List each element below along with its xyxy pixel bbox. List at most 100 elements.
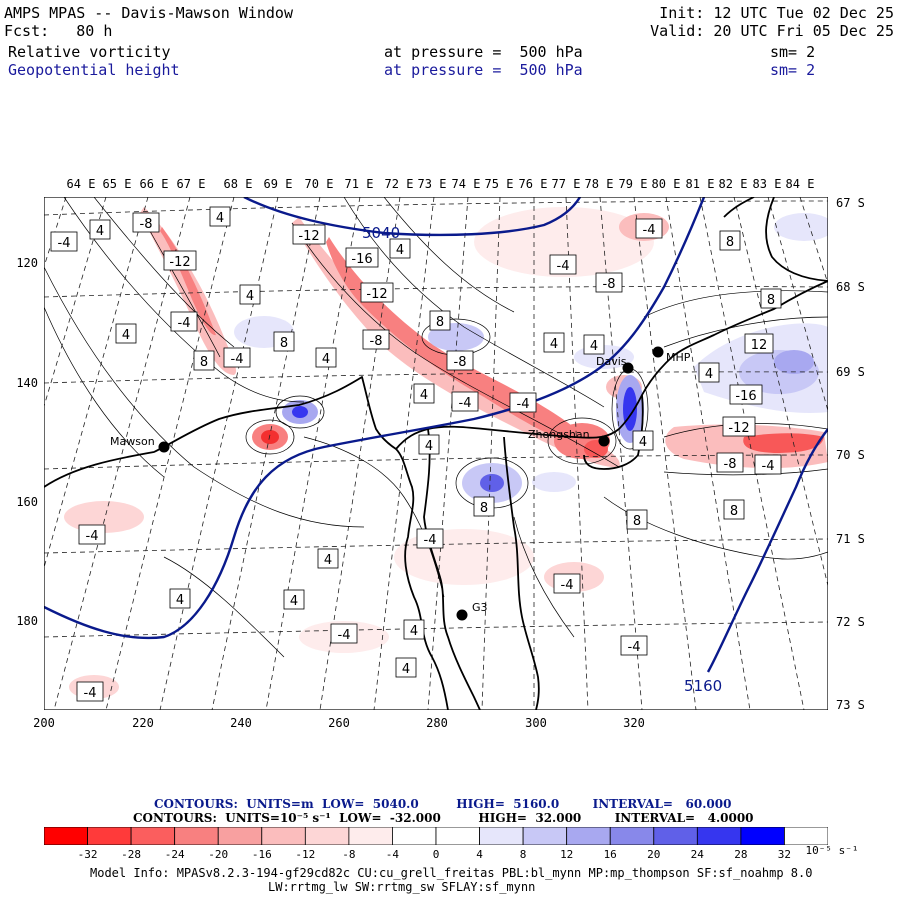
- vort-label: 4: [403, 619, 425, 640]
- svg-text:-4: -4: [84, 686, 97, 701]
- vorticity-contours: [44, 197, 828, 658]
- lon-label: 78 E: [584, 177, 614, 191]
- lon-label: 79 E: [618, 177, 648, 191]
- vort-label: -16: [345, 247, 379, 268]
- svg-text:4: 4: [420, 388, 428, 403]
- lat-label: 68 S: [836, 280, 865, 294]
- svg-text:4: 4: [246, 289, 254, 304]
- pos-vorticity-cell: [532, 472, 576, 492]
- svg-text:-4: -4: [643, 223, 656, 238]
- colorbar-swatch: [217, 827, 263, 845]
- svg-text:-4: -4: [58, 236, 71, 251]
- field2-name: Geopotential height: [8, 61, 180, 79]
- vort-label: 12: [744, 333, 774, 354]
- svg-text:4: 4: [290, 594, 298, 609]
- colorbar-swatch: [784, 827, 828, 845]
- station-mawson: Mawson: [110, 435, 170, 453]
- vort-label: 4: [317, 548, 339, 569]
- lon-label: 76 E: [518, 177, 548, 191]
- svg-text:4: 4: [322, 352, 330, 367]
- svg-text:4: 4: [590, 339, 598, 354]
- colorbar-tick-label: -4: [385, 848, 400, 861]
- vort-label: 4: [283, 589, 305, 610]
- svg-text:4: 4: [324, 553, 332, 568]
- svg-text:8: 8: [633, 514, 641, 529]
- svg-text:4: 4: [410, 624, 418, 639]
- grid-y-label: 140: [16, 376, 38, 390]
- pos-vorticity-cell: [774, 213, 828, 241]
- model-info-line1: Model Info: MPASv8.2.3-194-gf29cd82c CU:…: [90, 866, 813, 880]
- lon-label: 68 E: [223, 177, 253, 191]
- svg-text:-4: -4: [338, 628, 351, 643]
- colorbar-tick-label: 16: [603, 848, 617, 861]
- svg-text:4: 4: [216, 211, 224, 226]
- lat-label: 69 S: [836, 365, 865, 379]
- vort-label: -8: [716, 452, 744, 473]
- height-contour-info: CONTOURS: UNITS=m LOW= 5040.0 HIGH= 5160…: [154, 797, 732, 811]
- grid-y-label: 180: [16, 614, 38, 628]
- vort-label: -4: [509, 392, 537, 413]
- pos-vorticity-cell: [480, 474, 504, 492]
- lat-label: 71 S: [836, 532, 865, 546]
- lat-label: 73 S: [836, 698, 865, 712]
- grid-y-label: 160: [16, 495, 38, 509]
- lon-label: 66 E: [139, 177, 169, 191]
- vort-label: 8: [719, 230, 741, 251]
- colorbar-tick-label: -8: [342, 848, 356, 861]
- vort-label: 8: [429, 310, 451, 331]
- vort-label: -4: [635, 218, 663, 239]
- lat-label: 72 S: [836, 615, 865, 629]
- svg-text:8: 8: [480, 501, 488, 516]
- vort-label: -4: [754, 454, 782, 475]
- lon-label: 73 E: [417, 177, 447, 191]
- vort-label: -4: [451, 391, 479, 412]
- vort-label: 4: [543, 332, 565, 353]
- colorbar-tick-label: -32: [77, 848, 98, 861]
- colorbar-swatch: [130, 827, 176, 845]
- svg-text:4: 4: [402, 662, 410, 677]
- svg-text:Mawson: Mawson: [110, 435, 155, 448]
- svg-text:G3: G3: [472, 601, 488, 614]
- grid-x-label: 260: [328, 716, 350, 730]
- lon-label: 74 E: [451, 177, 481, 191]
- vort-label: 4: [89, 219, 111, 240]
- grid-x-label: 220: [132, 716, 154, 730]
- colorbar-swatch: [522, 827, 568, 845]
- colorbar-tick-label: 28: [734, 848, 748, 861]
- svg-text:-4: -4: [628, 640, 641, 655]
- vort-label: -4: [78, 524, 106, 545]
- vort-label: 4: [315, 347, 337, 368]
- colorbar-tick-label: 4: [476, 848, 483, 861]
- grid-y-label: 120: [16, 256, 38, 270]
- svg-text:-4: -4: [424, 533, 437, 548]
- lon-label: 83 E: [752, 177, 782, 191]
- grid-x-label: 320: [623, 716, 645, 730]
- vort-label: -8: [132, 212, 160, 233]
- valid-time: Valid: 20 UTC Fri 05 Dec 25: [650, 22, 894, 40]
- stations: Mawson Davis Zhongshan G3 MHP: [110, 346, 691, 621]
- lon-label: 81 E: [685, 177, 715, 191]
- lon-label: 82 E: [718, 177, 748, 191]
- pos-vorticity-cell: [774, 350, 814, 374]
- vort-label: -12: [722, 416, 756, 437]
- plot-title: AMPS MPAS -- Davis-Mawson Window: [4, 4, 293, 22]
- neg-vorticity-cell: [261, 430, 279, 444]
- svg-text:-16: -16: [735, 389, 756, 404]
- svg-text:4: 4: [550, 337, 558, 352]
- svg-text:-4: -4: [459, 396, 472, 411]
- vort-label: -12: [163, 250, 197, 271]
- svg-text:-4: -4: [86, 529, 99, 544]
- grid-x-label: 200: [33, 716, 55, 730]
- svg-text:8: 8: [767, 293, 775, 308]
- svg-text:8: 8: [200, 355, 208, 370]
- colorbar-tick-label: -20: [208, 848, 229, 861]
- station-mhp: MHP: [652, 346, 691, 364]
- station-g3: G3: [456, 601, 488, 621]
- svg-text:-16: -16: [351, 252, 372, 267]
- colorbar-swatch: [348, 827, 393, 845]
- svg-text:8: 8: [730, 504, 738, 519]
- lon-label: 67 E: [176, 177, 206, 191]
- lon-label: 77 E: [551, 177, 581, 191]
- vorticity-map: 5040 5160 -4 4 -8 4 -12 4 -4 4 8 -4 8 4 …: [44, 197, 828, 710]
- colorbar-tick-label: -24: [164, 848, 185, 861]
